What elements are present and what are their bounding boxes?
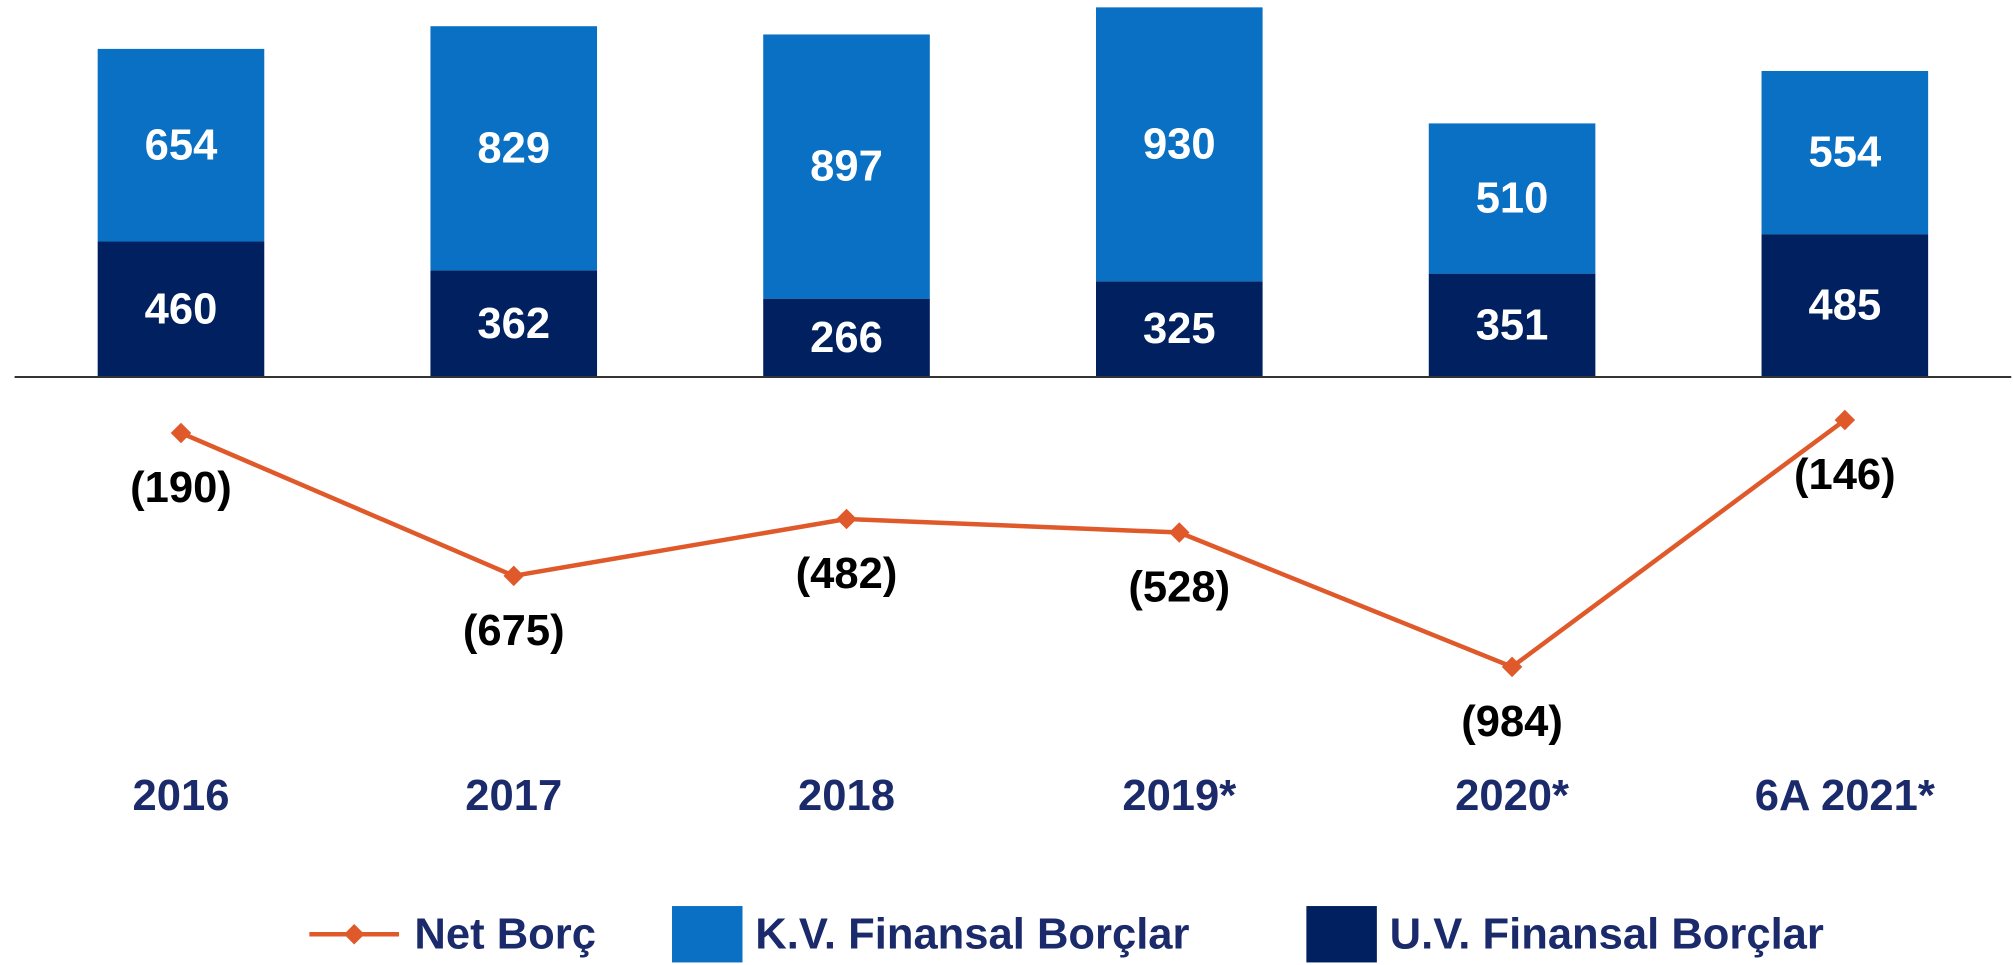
bar-label: 485	[1808, 282, 1881, 330]
bar-label: 325	[1143, 305, 1216, 353]
x-tick-label: 2016	[133, 772, 230, 820]
line-marker	[503, 565, 524, 587]
bar-segment	[97, 48, 265, 242]
legend-swatch	[672, 906, 743, 963]
line-marker	[1501, 656, 1523, 678]
line-label: (984)	[1461, 698, 1563, 746]
x-tick-label: 2017	[465, 772, 562, 820]
x-tick-label: 2019*	[1122, 772, 1236, 820]
legend-swatch	[1306, 906, 1377, 963]
legend-label: Net Borç	[414, 910, 596, 958]
line-marker	[1169, 522, 1190, 543]
bar-label: 554	[1808, 129, 1881, 177]
bar-segment	[1095, 281, 1263, 378]
line-label: (190)	[130, 464, 232, 512]
bar-segment	[97, 241, 265, 378]
bar-segment	[430, 26, 598, 271]
x-tick-label: 2020*	[1455, 772, 1569, 820]
bar-label: 510	[1476, 175, 1549, 223]
bar-label: 362	[477, 300, 550, 348]
bar-label: 351	[1476, 301, 1549, 349]
line-label: (146)	[1794, 451, 1896, 499]
line-marker	[170, 422, 192, 444]
legend-marker	[343, 923, 365, 945]
bar-segment	[1428, 273, 1596, 378]
bar-label: 266	[810, 314, 883, 362]
bar-segment	[1761, 234, 1929, 378]
bar-segment	[1095, 7, 1263, 282]
line-label: (675)	[463, 607, 565, 655]
bar-label: 829	[477, 124, 550, 172]
line-label: (528)	[1128, 564, 1230, 612]
legend-label: K.V. Finansal Borçlar	[755, 910, 1189, 958]
bar-label: 460	[145, 285, 218, 333]
line-label: (482)	[796, 550, 898, 598]
x-tick-label: 2018	[798, 772, 895, 820]
bar-label: 930	[1143, 120, 1216, 168]
bar-label: 654	[145, 121, 218, 169]
bar-label: 897	[810, 143, 883, 191]
line-marker	[836, 508, 857, 530]
bar-segment	[763, 34, 930, 299]
legend-label: U.V. Finansal Borçlar	[1390, 910, 1824, 958]
line	[180, 418, 1847, 670]
bar-segment	[763, 298, 930, 378]
bar-segment	[1761, 70, 1929, 235]
bar-segment	[1428, 123, 1596, 274]
x-tick-label: 6A 2021*	[1755, 772, 1935, 820]
bar-segment	[430, 270, 598, 378]
